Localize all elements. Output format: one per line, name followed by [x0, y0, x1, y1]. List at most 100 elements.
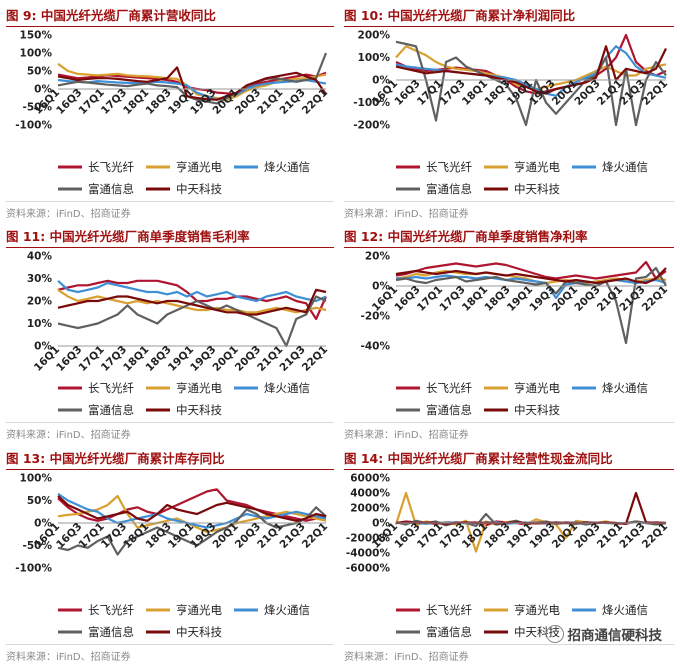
legend-label: 富通信息	[88, 403, 134, 417]
series-line	[57, 279, 327, 303]
panel-gross-margin: 图 11: 中国光纤光缆厂商单季度销售毛利率 0% 10% 20% 30% 40% 16Q…	[6, 227, 334, 441]
legend-label: 长飞光纤	[426, 381, 472, 395]
series-line	[57, 66, 327, 101]
y-tick-label: 2000%	[350, 503, 390, 515]
source-note: 资料来源：iFinD、招商证券	[6, 201, 334, 220]
legend-label: 亨通光电	[514, 160, 560, 174]
legend-label: 中天科技	[176, 625, 222, 639]
series-line	[395, 45, 667, 95]
chart-net-profit-yoy: -200%-100%0%100%200%16Q116Q317Q117Q318Q1…	[353, 30, 670, 197]
chart-gross-margin: 0%10%20%30%40%16Q116Q317Q117Q318Q118Q319…	[27, 251, 330, 418]
y-tick-label: -50%	[23, 540, 53, 552]
series-line	[395, 267, 667, 285]
y-tick-label: 20%	[27, 296, 53, 308]
x-tick-label: 22Q1	[640, 284, 670, 314]
series-line	[57, 295, 327, 348]
source-note: 资料来源：iFinD、招商证券	[344, 644, 674, 663]
y-tick-label: 0%	[34, 84, 52, 96]
y-tick-label: 150%	[20, 30, 53, 42]
panel-title: 图 9: 中国光纤光缆厂商累计营收同比	[6, 6, 334, 27]
series-line	[395, 40, 667, 127]
legend-label: 长飞光纤	[88, 160, 134, 174]
panel-title: 图 13: 中国光纤光缆厂商累计库存同比	[6, 449, 334, 470]
watermark: 招商通信硬科技	[545, 624, 663, 644]
series-line	[57, 492, 327, 529]
source-note: 资料来源：iFinD、招商证券	[6, 422, 334, 441]
y-tick-label: 0%	[34, 341, 52, 353]
y-tick-label: 10%	[27, 318, 53, 330]
panel-title: 图 12: 中国光纤光缆厂商单季度销售净利率	[344, 227, 674, 248]
source-note: 资料来源：iFinD、招商证券	[344, 201, 674, 220]
y-tick-label: 200%	[358, 30, 391, 42]
panel-revenue-yoy: 图 9: 中国光纤光缆厂商累计营收同比 -100% -50% 0% 50% 100% 15…	[6, 6, 334, 220]
series-line	[57, 488, 327, 522]
watermark-label: 招商通信硬科技	[567, 628, 663, 644]
y-tick-label: 6000%	[350, 473, 390, 485]
legend-label: 中天科技	[514, 182, 560, 196]
x-tick-label: 22Q1	[300, 344, 330, 374]
legend-label: 烽火通信	[264, 603, 310, 617]
chart-net-margin: -40%-20%0%20%16Q116Q317Q117Q318Q118Q319Q…	[361, 251, 671, 418]
panel-title: 图 11: 中国光纤光缆厂商单季度销售毛利率	[6, 227, 334, 248]
y-tick-label: 40%	[27, 251, 53, 263]
series-line	[57, 288, 327, 316]
legend-label: 富通信息	[88, 182, 134, 196]
legend-label: 亨通光电	[514, 603, 560, 617]
x-tick-label: 22Q1	[640, 78, 670, 108]
panel-title: 图 14: 中国光纤光缆厂商累计经营性现金流同比	[344, 449, 674, 470]
legend-label: 长飞光纤	[88, 381, 134, 395]
y-tick-label: -100%	[15, 120, 52, 132]
source-note: 资料来源：iFinD、招商证券	[344, 422, 674, 441]
legend-label: 富通信息	[426, 625, 472, 639]
y-tick-label: 50%	[27, 66, 53, 78]
y-tick-label: -40%	[361, 341, 391, 353]
y-tick-label: 0%	[372, 518, 390, 530]
legend-label: 中天科技	[514, 403, 560, 417]
legend-label: 富通信息	[88, 625, 134, 639]
panel-cashflow-yoy: 图 14: 中国光纤光缆厂商累计经营性现金流同比 -6000% -4000% -20…	[344, 449, 674, 663]
series-line	[395, 260, 667, 280]
legend-label: 烽火通信	[264, 381, 310, 395]
y-tick-label: -20%	[361, 311, 391, 323]
legend-label: 亨通光电	[176, 160, 222, 174]
legend-label: 烽火通信	[602, 603, 648, 617]
y-tick-label: -2000%	[346, 533, 391, 545]
series-line	[57, 506, 327, 556]
legend-label: 富通信息	[426, 182, 472, 196]
series-line	[395, 491, 666, 525]
wechat-icon	[545, 625, 564, 643]
series-line	[57, 279, 328, 321]
y-tick-label: 100%	[20, 48, 53, 60]
legend-label: 富通信息	[426, 403, 472, 417]
legend-label: 中天科技	[176, 403, 222, 417]
y-tick-label: -200%	[353, 120, 390, 132]
legend-label: 亨通光电	[514, 381, 560, 395]
legend-label: 中天科技	[176, 182, 222, 196]
chart-inventory-yoy: -100%-50%0%50%100%16Q116Q317Q117Q318Q118…	[15, 473, 330, 640]
chart-cashflow-yoy: -6000%-4000%-2000%0%2000%4000%6000%16Q11…	[346, 473, 670, 640]
legend-label: 长飞光纤	[426, 603, 472, 617]
series-line	[395, 266, 667, 345]
y-tick-label: 0%	[372, 281, 390, 293]
y-tick-label: 100%	[20, 473, 53, 485]
panel-net-profit-yoy: 图 10: 中国光纤光缆厂商累计净利润同比 -200% -100% 0% 100% 20…	[344, 6, 674, 220]
y-tick-label: 20%	[365, 251, 391, 263]
legend-label: 长飞光纤	[88, 603, 134, 617]
x-tick-label: 22Q1	[300, 87, 330, 117]
legend-label: 烽火通信	[602, 381, 648, 395]
legend-label: 亨通光电	[176, 381, 222, 395]
y-tick-label: -4000%	[346, 548, 391, 560]
x-tick-label: 22Q1	[300, 521, 330, 551]
y-tick-label: 50%	[27, 495, 53, 507]
y-tick-label: 4000%	[350, 488, 390, 500]
panel-inventory-yoy: 图 13: 中国光纤光缆厂商累计库存同比 -100% -50% 0% 50% 100% 1…	[6, 449, 334, 663]
y-tick-label: 100%	[358, 52, 391, 64]
chart-revenue-yoy: -100%-50%0%50%100%150%16Q116Q317Q117Q318…	[15, 30, 330, 197]
y-tick-label: -6000%	[346, 563, 391, 575]
legend-label: 烽火通信	[264, 160, 310, 174]
legend-label: 长飞光纤	[426, 160, 472, 174]
source-note: 资料来源：iFinD、招商证券	[6, 644, 334, 663]
y-tick-label: -100%	[353, 97, 390, 109]
panel-title: 图 10: 中国光纤光缆厂商累计净利润同比	[344, 6, 674, 27]
y-tick-label: -100%	[15, 563, 52, 575]
